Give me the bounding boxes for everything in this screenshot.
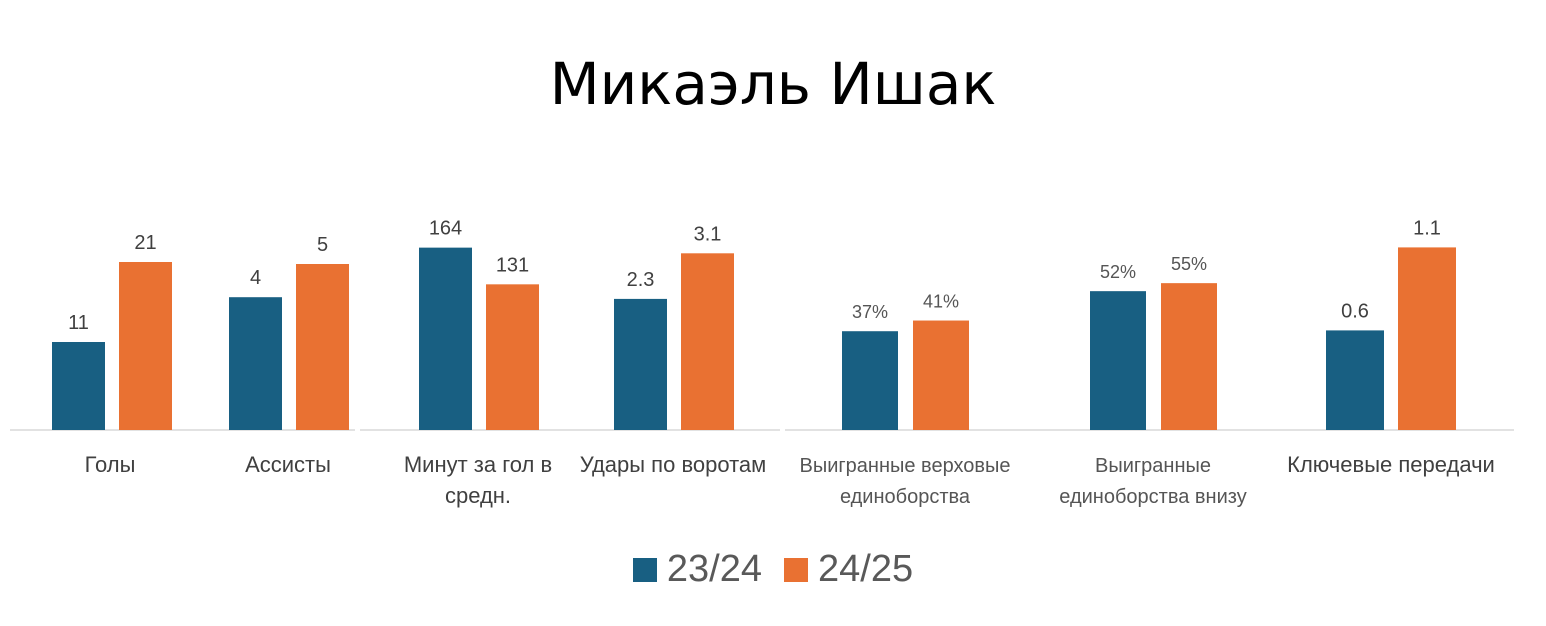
category-label-1-line-0: Ассисты bbox=[245, 452, 331, 477]
data-label-23-24-cat-6: 0.6 bbox=[1341, 300, 1369, 322]
data-label-24-25-cat-6: 1.1 bbox=[1413, 217, 1441, 239]
legend-label-24-25: 24/25 bbox=[818, 548, 914, 590]
data-label-24-25-cat-1: 5 bbox=[317, 234, 328, 256]
legend-swatch-23-24 bbox=[632, 557, 657, 582]
legend-label-23-24: 23/24 bbox=[666, 548, 762, 590]
bar-24-25-cat-1 bbox=[296, 264, 349, 430]
bar-23-24-cat-1 bbox=[229, 297, 282, 430]
category-label-2-line-0: Минут за гол в bbox=[404, 452, 552, 477]
category-label-5-line-1: единоборства внизу bbox=[1059, 486, 1246, 508]
legend-item-24-25: 24/25 bbox=[784, 548, 913, 591]
bar-24-25-cat-2 bbox=[486, 284, 539, 430]
data-label-23-24-cat-1: 4 bbox=[250, 267, 261, 289]
bar-24-25-cat-6 bbox=[1398, 247, 1456, 430]
bar-24-25-cat-0 bbox=[119, 262, 172, 430]
category-label-4-line-0: Выигранные верховые bbox=[799, 455, 1010, 477]
legend-swatch-24-25 bbox=[784, 557, 808, 582]
bar-23-24-cat-3 bbox=[614, 298, 667, 430]
data-label-23-24-cat-3: 2.3 bbox=[627, 269, 655, 291]
category-label-4-line-1: единоборства bbox=[840, 486, 971, 508]
category-label-2-line-1: средн. bbox=[445, 483, 511, 508]
bar-24-25-cat-4 bbox=[913, 320, 969, 430]
category-label-3-line-0: Удары по воротам bbox=[580, 452, 767, 477]
data-label-24-25-cat-4: 41% bbox=[923, 292, 959, 312]
category-label-5-line-0: Выигранные bbox=[1095, 455, 1211, 477]
legend-item-23-24: 23/24 bbox=[632, 548, 762, 591]
bar-23-24-cat-4 bbox=[842, 331, 898, 430]
bar-24-25-cat-3 bbox=[681, 253, 734, 430]
data-label-24-25-cat-3: 3.1 bbox=[694, 223, 722, 245]
data-label-23-24-cat-2: 164 bbox=[429, 218, 462, 240]
data-label-23-24-cat-4: 37% bbox=[852, 302, 888, 322]
data-label-24-25-cat-5: 55% bbox=[1171, 254, 1207, 274]
bar-23-24-cat-5 bbox=[1090, 291, 1146, 430]
bar-24-25-cat-5 bbox=[1161, 283, 1217, 430]
data-label-24-25-cat-0: 21 bbox=[134, 232, 156, 254]
data-label-24-25-cat-2: 131 bbox=[496, 254, 529, 276]
bar-23-24-cat-6 bbox=[1326, 330, 1384, 430]
chart-title: Микаэль Ишак bbox=[549, 50, 997, 118]
category-label-0-line-0: Голы bbox=[85, 452, 136, 477]
legend: 23/24 24/25 bbox=[0, 548, 1546, 591]
category-label-6-line-0: Ключевые передачи bbox=[1287, 452, 1495, 477]
data-label-23-24-cat-0: 11 bbox=[68, 312, 89, 334]
bar-23-24-cat-2 bbox=[419, 247, 472, 430]
bar-23-24-cat-0 bbox=[52, 342, 105, 430]
data-label-23-24-cat-5: 52% bbox=[1100, 262, 1136, 282]
